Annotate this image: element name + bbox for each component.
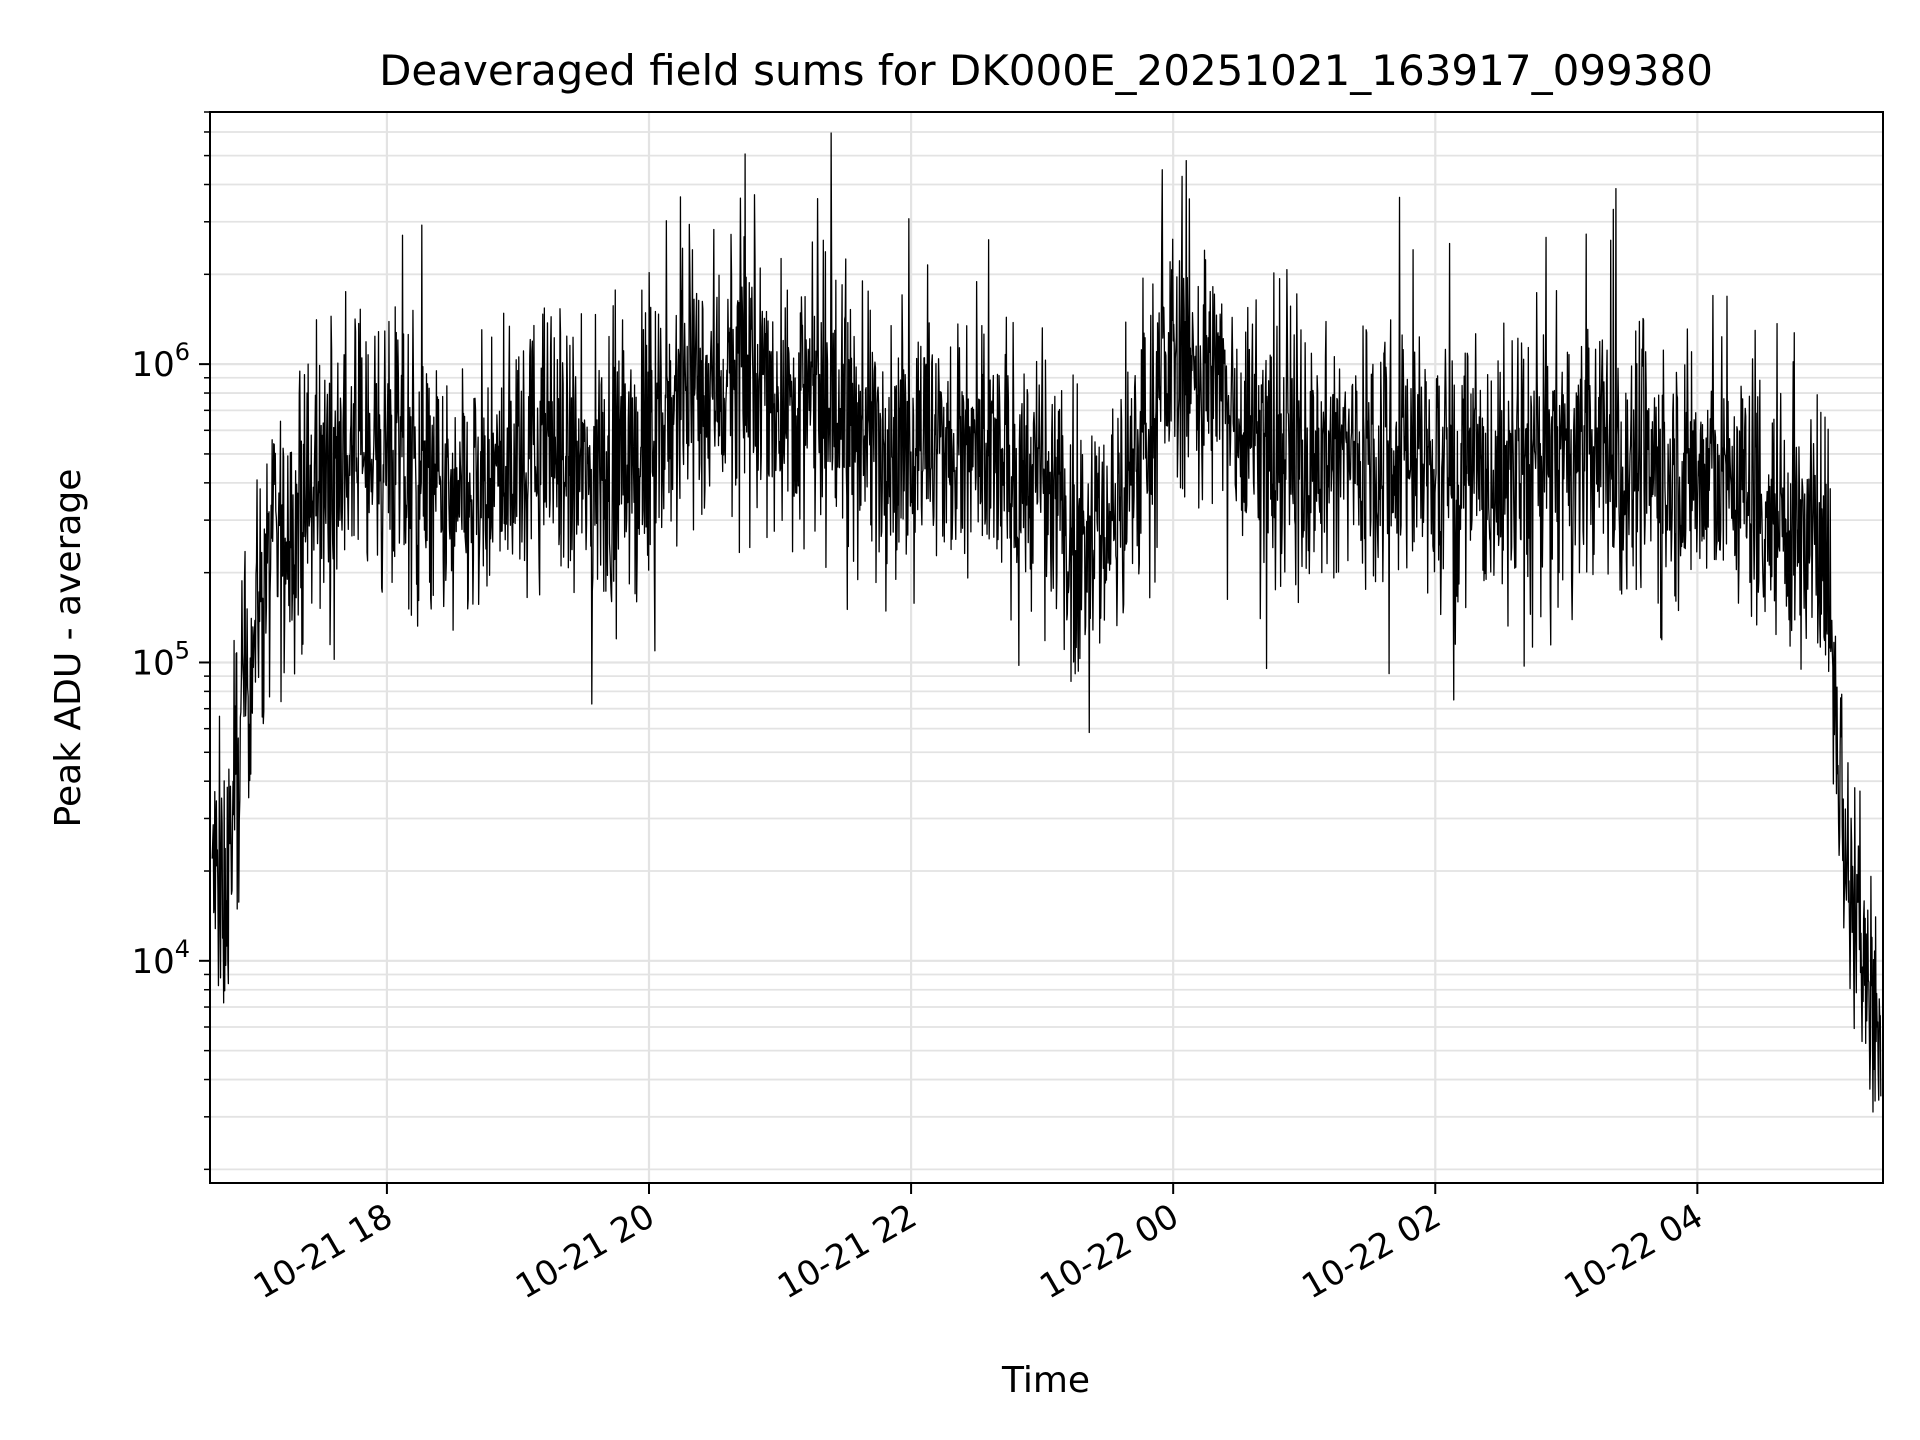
chart-title: Deaveraged field sums for DK000E_2025102… (379, 46, 1713, 95)
y-tick-label: 104 (131, 935, 190, 982)
y-tick-base: 10 (131, 345, 174, 385)
plot-frame (209, 111, 1884, 1184)
y-axis-label: Peak ADU - average (48, 469, 89, 828)
series-line (211, 132, 1882, 1113)
y-tick-label: 105 (131, 636, 190, 683)
y-tick-base: 10 (131, 643, 174, 683)
y-tick-exponent: 6 (175, 338, 190, 366)
y-tick-label: 106 (131, 338, 190, 385)
y-tick-base: 10 (131, 942, 174, 982)
y-tick-exponent: 4 (175, 935, 190, 963)
y-tick-exponent: 5 (175, 636, 190, 664)
x-axis-label: Time (1001, 1360, 1090, 1401)
data-series (211, 132, 1882, 1113)
